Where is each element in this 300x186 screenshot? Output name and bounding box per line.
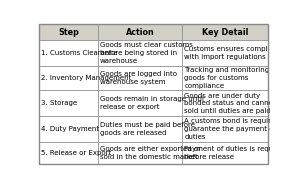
Text: 3. Storage: 3. Storage [41, 100, 77, 106]
Bar [39, 66, 98, 90]
Text: Tracking and monitoring of
goods for customs
compliance: Tracking and monitoring of goods for cus… [184, 68, 278, 89]
Text: Goods are under duty
bonded status and cannot be
sold until duties are paid: Goods are under duty bonded status and c… [184, 93, 287, 114]
Bar [98, 90, 182, 116]
Text: Goods are either exported or
sold in the domestic market: Goods are either exported or sold in the… [100, 146, 201, 160]
Bar [98, 24, 182, 40]
Bar [98, 66, 182, 90]
Bar [39, 116, 98, 142]
Bar [182, 142, 268, 164]
Bar [98, 142, 182, 164]
Bar [98, 116, 182, 142]
Text: Goods remain in storage until
release or export: Goods remain in storage until release or… [100, 97, 204, 110]
Text: Customs ensures compliance
with import regulations: Customs ensures compliance with import r… [184, 46, 286, 60]
Text: Goods are logged into
warehouse system: Goods are logged into warehouse system [100, 71, 177, 85]
Bar [39, 24, 98, 40]
Text: 5. Release or Export: 5. Release or Export [41, 150, 112, 156]
Text: 2. Inventory Management: 2. Inventory Management [41, 75, 132, 81]
Text: Key Detail: Key Detail [202, 28, 248, 37]
Text: A customs bond is required to
guarantee the payment of
duties: A customs bond is required to guarantee … [184, 118, 289, 140]
Text: Payment of duties is required
before release: Payment of duties is required before rel… [184, 146, 287, 160]
Text: Action: Action [126, 28, 154, 37]
Bar [39, 40, 98, 66]
Bar [182, 90, 268, 116]
Text: Goods must clear customs
before being stored in
warehouse: Goods must clear customs before being st… [100, 42, 192, 64]
Bar [182, 40, 268, 66]
Bar [182, 24, 268, 40]
Bar [182, 116, 268, 142]
Bar [39, 142, 98, 164]
Bar [39, 90, 98, 116]
Bar [98, 40, 182, 66]
Text: Step: Step [58, 28, 79, 37]
Text: Duties must be paid before
goods are released: Duties must be paid before goods are rel… [100, 122, 195, 136]
Text: 4. Duty Payment: 4. Duty Payment [41, 126, 99, 132]
Bar [182, 66, 268, 90]
Text: 1. Customs Clearance: 1. Customs Clearance [41, 50, 118, 56]
